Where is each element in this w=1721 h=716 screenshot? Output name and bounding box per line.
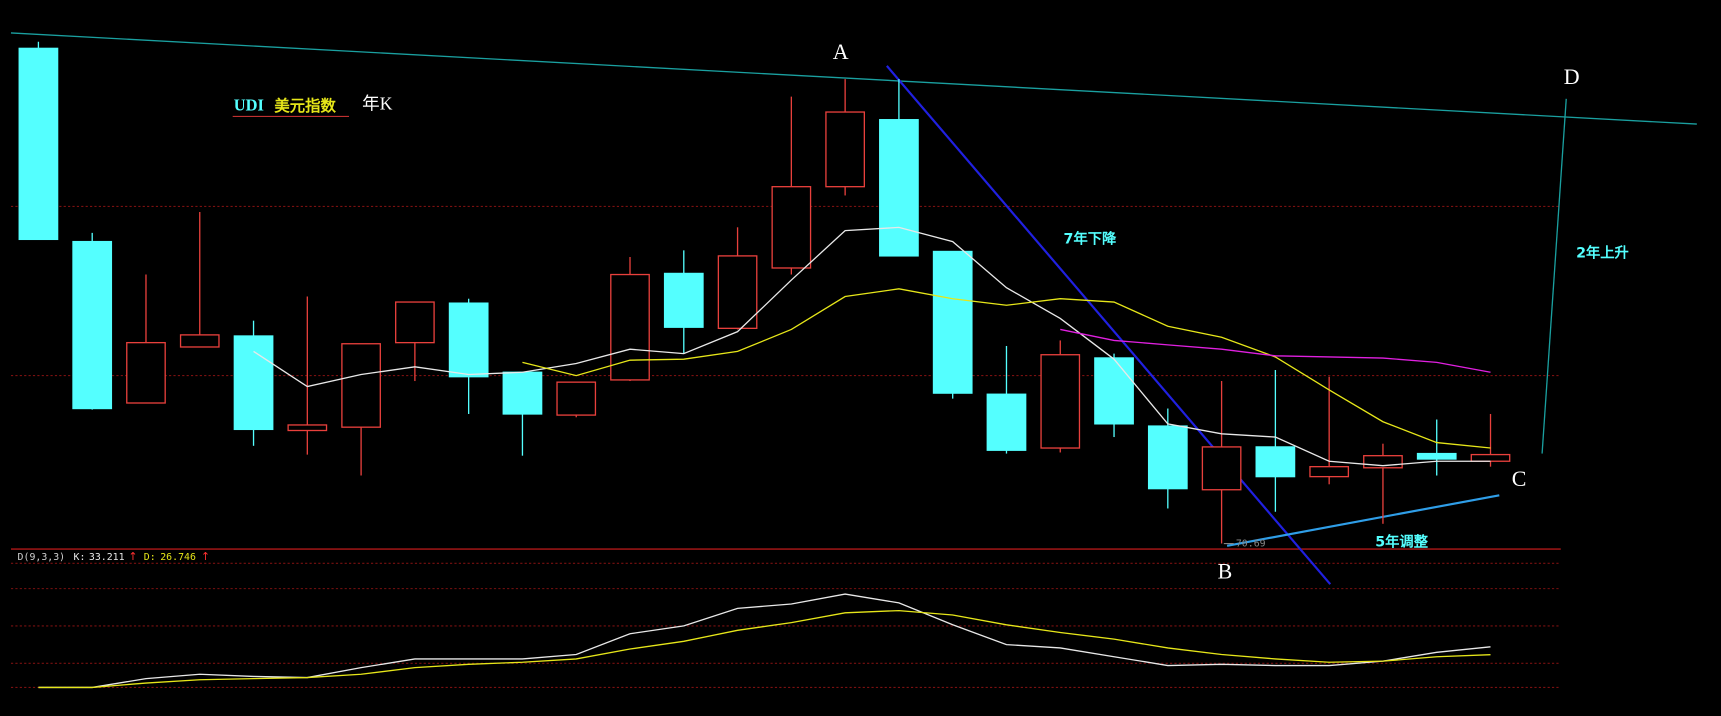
annotation: 7年下降 xyxy=(1064,229,1117,247)
ma-line xyxy=(1060,328,1491,373)
candle-body xyxy=(18,47,59,241)
trend-line xyxy=(886,65,1332,585)
candle-body xyxy=(932,250,973,394)
kd-line xyxy=(38,609,1491,689)
candle-body xyxy=(879,119,919,257)
legend-entry: K: xyxy=(74,552,86,563)
trend-line xyxy=(1226,494,1500,547)
annotation: 2年上升 xyxy=(1576,244,1629,262)
candle-body xyxy=(502,371,543,415)
candle-body xyxy=(1094,357,1134,425)
candle-body xyxy=(717,255,758,329)
candle-body xyxy=(1416,452,1457,460)
period-label: 年K xyxy=(362,93,393,113)
candle-body xyxy=(663,272,704,328)
candle-body xyxy=(1255,446,1296,478)
candle-body xyxy=(1201,446,1242,491)
ma-line xyxy=(253,226,1491,467)
annotation: A xyxy=(833,39,849,64)
legend-value: 33.211 xyxy=(89,552,125,563)
trend-arrow: ↑ xyxy=(128,550,137,563)
ma-line xyxy=(522,288,1491,449)
title: UDI xyxy=(234,95,264,114)
candle-body xyxy=(556,381,597,416)
trend-arrow: ↑ xyxy=(201,550,210,563)
candle-body xyxy=(771,186,812,269)
trend-line xyxy=(10,32,1697,125)
trend-line xyxy=(1541,98,1567,454)
candle-body xyxy=(287,424,328,432)
annotation: B xyxy=(1218,558,1233,583)
candle-body xyxy=(341,343,381,428)
candle-body xyxy=(610,273,650,381)
low-label: 70.69 xyxy=(1236,539,1266,550)
annotation: C xyxy=(1512,466,1527,491)
candle-body xyxy=(72,240,113,410)
candle-body xyxy=(1470,453,1511,462)
candle-body xyxy=(1147,425,1188,490)
legend-entry: D: xyxy=(144,552,156,563)
candle-body xyxy=(179,334,220,348)
candle-body xyxy=(1309,466,1350,478)
candle-body xyxy=(126,341,166,404)
kd-line xyxy=(38,593,1491,689)
subtitle: 美元指数 xyxy=(274,96,336,115)
candle-body xyxy=(986,393,1027,451)
candle-body xyxy=(448,302,489,378)
kd-label: D(9,3,3) xyxy=(18,552,66,563)
annotation: 5年调整 xyxy=(1375,532,1428,550)
candle-body xyxy=(1040,354,1081,449)
legend-value: 26.746 xyxy=(160,552,196,563)
candle-body xyxy=(395,301,435,344)
annotation: D xyxy=(1564,64,1580,89)
candle-body xyxy=(233,335,274,431)
candle-body xyxy=(825,111,866,188)
